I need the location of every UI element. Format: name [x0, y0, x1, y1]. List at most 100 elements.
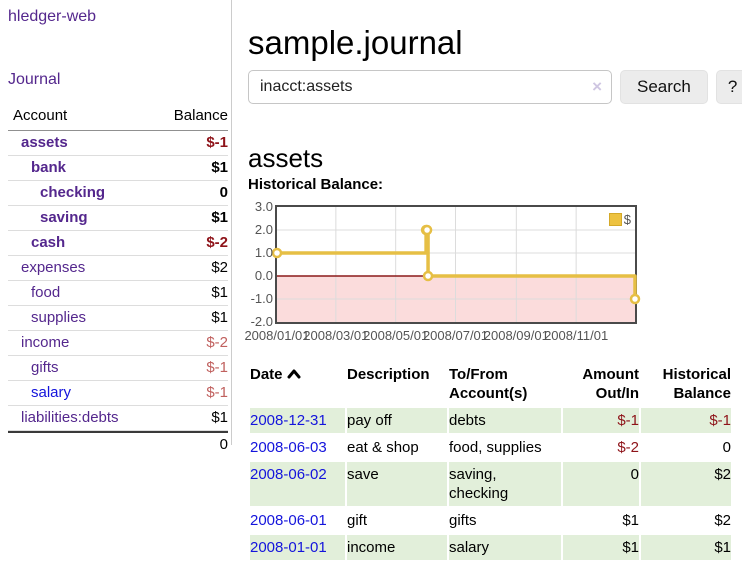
register-header-row: Date Description To/From Account(s) Amount … [250, 362, 731, 406]
account-link[interactable]: food [31, 284, 61, 301]
clear-search-icon[interactable]: × [592, 77, 602, 96]
account-link[interactable]: liabilities:debts [21, 409, 119, 426]
account-row: salary $-1 [8, 381, 228, 406]
data-point-marker [629, 293, 641, 305]
search-input[interactable] [248, 70, 612, 104]
y-axis-tick-label: 0.0 [254, 268, 273, 283]
y-axis-tick-label: 1.0 [254, 245, 273, 260]
search-button[interactable]: Search [620, 70, 708, 104]
chart-plot-area: $ [271, 205, 641, 324]
account-link[interactable]: salary [31, 384, 72, 401]
sidebar-item-journal[interactable]: Journal [8, 71, 61, 88]
account-row: income $-2 [8, 331, 228, 356]
account-balance: $-2 [206, 234, 228, 251]
historical-balance-chart: $ 3.0 2.0 1.0 0.0 -1.0 -2.0 2008/01/01 2008/03/… [244, 199, 742, 350]
register-table: Date Description To/From Account(s) Amount … [248, 360, 733, 562]
accounts-cell: saving, checking [449, 462, 561, 506]
register-column-header: To/From Account(s) [449, 366, 528, 402]
amount-cell: $1 [622, 512, 639, 529]
account-link[interactable]: gifts [31, 359, 59, 376]
transaction-date-link[interactable]: 2008-12-31 [250, 412, 327, 429]
y-axis-tick-label: 2.0 [254, 222, 273, 237]
balance-cell: $2 [714, 512, 731, 529]
amount-cell: 0 [563, 462, 639, 506]
account-row: checking 0 [8, 181, 228, 206]
balance-cell: $1 [641, 535, 731, 560]
account-row: bank $1 [8, 156, 228, 181]
account-row: saving $1 [8, 206, 228, 231]
account-link[interactable]: income [21, 334, 70, 351]
data-point-marker [271, 247, 283, 259]
accounts-cell: salary [449, 535, 561, 560]
register-column-header: Date [250, 362, 345, 406]
account-link[interactable]: bank [31, 159, 67, 176]
account-balance: $-1 [206, 384, 228, 401]
accounts-cell: food, supplies [449, 439, 542, 456]
brand-link[interactable]: hledger-web [8, 8, 97, 25]
account-link[interactable]: assets [21, 134, 68, 151]
x-axis-tick-label: 2008/05/01 [363, 328, 429, 343]
x-axis-tick-label: 2008/01/01 [244, 328, 310, 343]
register-row: 2008-01-01 income salary $1 $1 [250, 535, 731, 560]
transaction-date-link[interactable]: 2008-06-03 [250, 439, 327, 456]
balance-cell: 0 [722, 439, 731, 456]
data-point-marker [421, 224, 433, 236]
account-link[interactable]: saving [40, 209, 88, 226]
main-content: sample.journal × Search ? assets Histori… [244, 0, 742, 582]
description-cell: pay off [347, 408, 447, 433]
account-column-header: Account [13, 107, 68, 124]
help-button[interactable]: ? [715, 70, 742, 104]
account-link[interactable]: checking [40, 184, 106, 201]
accounts-cell: gifts [449, 512, 477, 529]
register-column-header: Description [347, 366, 430, 383]
register-column-header: Amount Out/In [582, 366, 639, 402]
balance-column-header: Balance [173, 107, 228, 124]
account-row: liabilities:debts $1 [8, 406, 228, 431]
chart-legend: $ [608, 212, 631, 227]
account-balance: $1 [211, 209, 228, 226]
x-axis-tick-label: 2008/09/01 [483, 328, 549, 343]
amount-cell: $-1 [563, 408, 639, 433]
description-cell: income [347, 535, 447, 560]
account-row: assets $-1 [8, 131, 228, 156]
account-heading: assets [248, 142, 324, 173]
description-cell: eat & shop [347, 439, 419, 456]
transaction-date-link[interactable]: 2008-06-01 [250, 512, 327, 529]
account-total: 0 [8, 431, 228, 456]
account-link[interactable]: expenses [21, 259, 86, 276]
y-axis-tick-label: 3.0 [254, 199, 273, 214]
account-balance: 0 [219, 184, 228, 201]
account-list: assets $-1 bank $1 checking 0 saving $1 cash $-2 e… [8, 131, 228, 431]
transaction-date-link[interactable]: 2008-06-02 [250, 466, 327, 483]
transaction-date-link[interactable]: 2008-01-01 [250, 539, 327, 556]
register-column-header: Historical Balance [662, 366, 731, 402]
register-row: 2008-06-02 save saving, checking 0 $2 [250, 462, 731, 506]
date-cell: 2008-12-31 [250, 408, 345, 433]
chart-canvas [271, 207, 641, 322]
description-cell: gift [347, 512, 368, 529]
register-row: 2008-12-31 pay off debts $-1 $-1 [250, 408, 731, 433]
account-link[interactable]: supplies [31, 309, 87, 326]
account-row: gifts $-1 [8, 356, 228, 381]
date-cell: 2008-06-02 [250, 462, 345, 506]
account-link[interactable]: cash [31, 234, 66, 251]
search-bar: × Search ? [248, 70, 742, 104]
account-row: supplies $1 [8, 306, 228, 331]
date-cell: 2008-06-01 [250, 508, 345, 533]
account-balance-table: Account Balance assets $-1 bank $1 checking 0… [8, 103, 228, 456]
amount-cell: $1 [563, 535, 639, 560]
account-balance: $-1 [206, 134, 228, 151]
account-balance: $1 [211, 309, 228, 326]
accounts-cell: debts [449, 408, 561, 433]
description-cell: save [347, 462, 447, 506]
date-cell: 2008-06-03 [250, 435, 345, 460]
x-axis-tick-label: 2008/07/01 [422, 328, 489, 343]
data-point-marker [422, 270, 434, 282]
account-balance: $2 [211, 259, 228, 276]
legend-swatch [608, 213, 622, 226]
x-axis-tick-label: 2008/03/01 [303, 328, 369, 343]
y-axis-tick-label: -1.0 [250, 291, 273, 306]
account-balance: $-2 [206, 334, 228, 351]
account-table-header: Account Balance [8, 103, 228, 131]
